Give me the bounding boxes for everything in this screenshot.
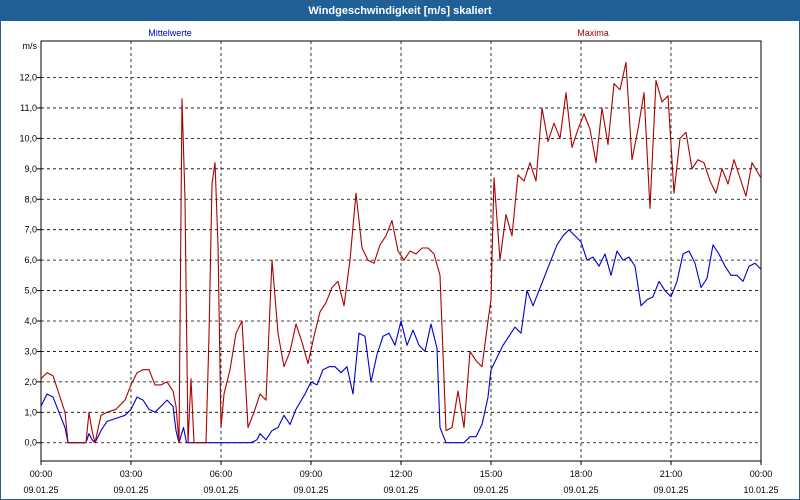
x-tick-date-label: 09.01.25	[563, 485, 598, 495]
x-tick-time-label: 00:00	[30, 469, 53, 479]
series-line-maxima	[40, 61, 762, 444]
x-tick-time-label: 18:00	[570, 469, 593, 479]
x-tick-date-label: 09.01.25	[293, 485, 328, 495]
x-tick-date-label: 09.01.25	[23, 485, 58, 495]
series-line-mittelwerte	[40, 229, 762, 444]
x-tick-time-label: 12:00	[390, 469, 413, 479]
y-tick-label: 9,0	[24, 164, 37, 174]
x-tick-time-label: 15:00	[480, 469, 503, 479]
x-tick-date-label: 10.01.25	[743, 485, 778, 495]
y-tick-label: 11,0	[20, 103, 37, 113]
y-tick-label: 0,0	[24, 438, 37, 448]
x-tick-date-label: 09.01.25	[653, 485, 688, 495]
x-tick-time-label: 21:00	[660, 469, 683, 479]
x-tick-time-label: 06:00	[210, 469, 233, 479]
y-tick-label: 5,0	[24, 286, 37, 296]
y-tick-label: 10,0	[19, 133, 37, 143]
x-tick-time-label: 09:00	[300, 469, 323, 479]
chart-canvas: 0,0 1,0 2,0 3,0 4,0 5,0 6,0 7,0 8,0 9,0 10,0 11,0 12…	[19, 28, 778, 495]
y-tick-label: 1,0	[24, 407, 37, 417]
x-tick-date-label: 09.01.25	[203, 485, 238, 495]
x-tick-time-label: 03:00	[120, 469, 143, 479]
legend-label-maxima: Maxima	[577, 28, 609, 38]
y-axis-label: m/s	[23, 41, 38, 51]
legend-label-mittelwerte: Mittelwerte	[148, 28, 192, 38]
y-tick-label: 2,0	[24, 377, 37, 387]
y-tick-label: 6,0	[24, 255, 37, 265]
y-tick-label: 3,0	[24, 346, 37, 356]
y-tick-label: 8,0	[24, 194, 37, 204]
x-tick-date-label: 09.01.25	[383, 485, 418, 495]
x-tick-time-label: 00:00	[750, 469, 773, 479]
y-tick-label: 7,0	[24, 225, 37, 235]
window-title: Windgeschwindigkeit [m/s] skaliert	[1, 1, 799, 21]
x-tick-date-label: 09.01.25	[473, 485, 508, 495]
y-tick-label: 12,0	[19, 73, 37, 83]
x-tick-date-label: 09.01.25	[113, 485, 148, 495]
y-tick-label: 4,0	[24, 316, 37, 326]
